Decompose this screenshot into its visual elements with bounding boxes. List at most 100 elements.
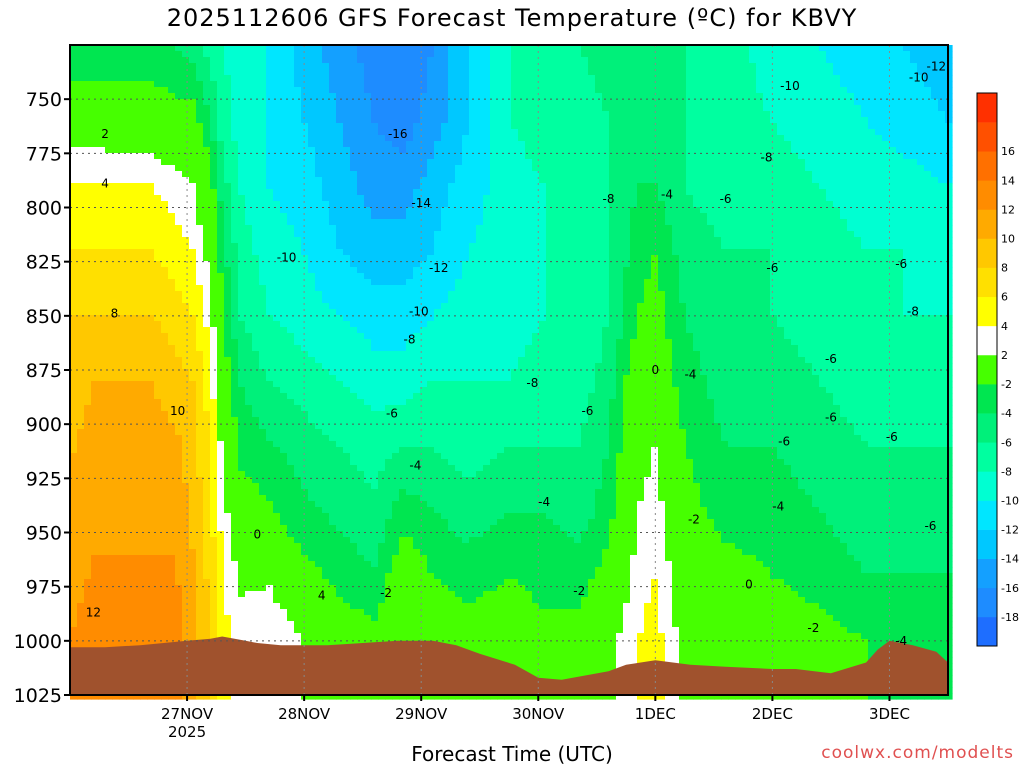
temperature-cell (294, 381, 302, 388)
temperature-cell (196, 369, 204, 376)
temperature-cell (189, 549, 197, 556)
temperature-cell (126, 171, 134, 178)
temperature-cell (336, 465, 344, 472)
temperature-cell (350, 477, 358, 484)
temperature-cell (133, 333, 141, 340)
temperature-cell (105, 237, 113, 244)
temperature-cell (357, 99, 365, 106)
temperature-cell (175, 399, 183, 406)
temperature-cell (364, 153, 372, 160)
temperature-cell (336, 351, 344, 358)
temperature-cell (133, 63, 141, 70)
temperature-cell (315, 207, 323, 214)
temperature-cell (329, 585, 337, 592)
temperature-cell (231, 267, 239, 274)
temperature-cell (371, 243, 379, 250)
temperature-cell (119, 369, 127, 376)
temperature-cell (280, 489, 288, 496)
temperature-cell (266, 69, 274, 76)
temperature-cell (273, 555, 281, 562)
temperature-cell (203, 345, 211, 352)
temperature-cell (133, 159, 141, 166)
temperature-cell (343, 303, 351, 310)
temperature-cell (77, 621, 85, 628)
temperature-cell (126, 165, 134, 172)
temperature-cell (308, 615, 316, 622)
temperature-cell (357, 381, 365, 388)
temperature-cell (385, 579, 393, 586)
temperature-cell (350, 573, 358, 580)
temperature-cell (371, 129, 379, 136)
temperature-cell (168, 81, 176, 88)
temperature-cell (210, 45, 218, 52)
temperature-cell (217, 69, 225, 76)
temperature-cell (140, 435, 148, 442)
temperature-cell (112, 123, 120, 130)
temperature-cell (161, 375, 169, 382)
temperature-cell (77, 477, 85, 484)
temperature-cell (245, 171, 253, 178)
temperature-cell (105, 513, 113, 520)
temperature-cell (203, 495, 211, 502)
temperature-cell (336, 99, 344, 106)
temperature-cell (189, 435, 197, 442)
temperature-cell (98, 285, 106, 292)
temperature-cell (154, 171, 162, 178)
temperature-cell (147, 393, 155, 400)
temperature-cell (329, 477, 337, 484)
temperature-cell (119, 597, 127, 604)
temperature-cell (189, 471, 197, 478)
temperature-cell (203, 63, 211, 70)
temperature-cell (350, 465, 358, 472)
temperature-cell (147, 207, 155, 214)
temperature-cell (357, 441, 365, 448)
temperature-cell (245, 93, 253, 100)
temperature-cell (154, 537, 162, 544)
temperature-cell (273, 273, 281, 280)
temperature-cell (105, 183, 113, 190)
temperature-cell (147, 531, 155, 538)
temperature-cell (105, 243, 113, 250)
temperature-cell (217, 621, 225, 628)
temperature-cell (301, 387, 309, 394)
temperature-cell (105, 453, 113, 460)
temperature-cell (336, 459, 344, 466)
temperature-cell (70, 63, 78, 70)
temperature-cell (238, 111, 246, 118)
temperature-cell (210, 417, 218, 424)
temperature-cell (84, 81, 92, 88)
temperature-cell (140, 423, 148, 430)
temperature-cell (133, 123, 141, 130)
temperature-cell (329, 441, 337, 448)
temperature-cell (112, 609, 120, 616)
temperature-cell (77, 153, 85, 160)
temperature-cell (224, 237, 232, 244)
temperature-cell (140, 129, 148, 136)
temperature-cell (161, 267, 169, 274)
temperature-cell (196, 459, 204, 466)
temperature-cell (357, 405, 365, 412)
temperature-cell (245, 537, 253, 544)
temperature-cell (273, 465, 281, 472)
temperature-cell (112, 459, 120, 466)
temperature-cell (238, 225, 246, 232)
temperature-cell (140, 225, 148, 232)
temperature-cell (343, 693, 351, 700)
temperature-cell (329, 387, 337, 394)
temperature-cell (84, 183, 92, 190)
temperature-cell (273, 255, 281, 262)
temperature-cell (364, 267, 372, 274)
temperature-cell (133, 129, 141, 136)
temperature-cell (224, 297, 232, 304)
temperature-cell (196, 513, 204, 520)
temperature-cell (119, 51, 127, 58)
temperature-cell (294, 45, 302, 52)
temperature-cell (133, 345, 141, 352)
temperature-cell (105, 357, 113, 364)
temperature-cell (259, 585, 267, 592)
temperature-cell (266, 693, 274, 700)
temperature-cell (154, 417, 162, 424)
temperature-cell (147, 303, 155, 310)
temperature-cell (259, 483, 267, 490)
temperature-cell (343, 513, 351, 520)
